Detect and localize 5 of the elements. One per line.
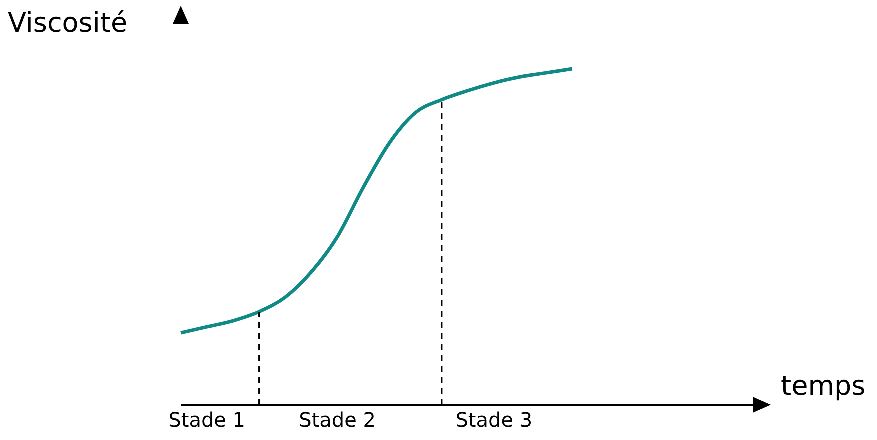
x-tick-label: Stade 1 (168, 408, 246, 432)
x-axis-title: temps (781, 371, 866, 402)
y-axis-title: Viscosité (8, 8, 128, 39)
x-tick-label: Stade 3 (456, 408, 533, 432)
x-tick-label: Stade 2 (299, 408, 376, 432)
